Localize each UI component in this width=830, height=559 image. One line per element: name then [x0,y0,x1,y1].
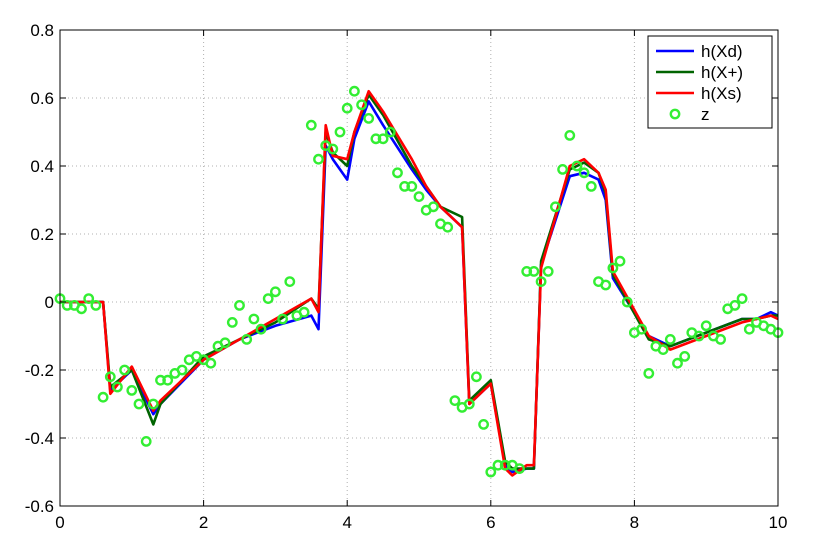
z-data-point [162,374,174,386]
y-tick-label: 0.2 [30,225,54,244]
y-tick-label: 0.8 [30,21,54,40]
z-data-point [535,276,547,287]
z-data-point [219,337,231,349]
z-data-point [557,163,568,175]
z-data-point [226,316,238,328]
z-data-point [392,167,403,179]
z-data-point [528,265,540,277]
z-data-point [384,126,396,138]
series-layer [54,85,784,478]
z-data-point [542,265,554,277]
z-data-point [743,323,755,335]
z-data-point [679,350,691,362]
z-data-point [715,333,726,345]
z-data-point [97,391,109,403]
x-tick-label: 8 [630,513,639,532]
z-data-point [241,333,253,345]
z-data-point [76,303,87,315]
z-data-point [636,323,647,335]
z-data-point [413,191,425,203]
z-data-point [277,313,288,325]
z-data-point [348,85,360,97]
legend-label: h(X+) [701,63,743,82]
z-data-point [284,276,296,287]
z-data-point [119,364,131,376]
z-data-point [700,320,712,332]
z-data-point [514,463,525,474]
y-tick-label: 0.4 [30,157,54,176]
legend: h(Xd) h(X+) h(Xs) z [647,35,773,129]
y-tick-label: 0 [45,293,54,312]
z-data-point [550,201,561,213]
z-data-point [442,221,454,233]
grid-lines [60,30,778,506]
z-data-point [499,459,511,471]
z-data-point [205,357,217,369]
z-data-point [736,293,748,304]
z-data-point [377,133,389,145]
x-tick-label: 6 [486,513,495,532]
z-data-point [578,167,590,179]
y-tick-label: -0.6 [25,497,54,516]
z-data-point [427,201,439,213]
z-data-point [140,435,152,447]
y-tick-label: -0.2 [25,361,54,380]
z-data-point [478,418,489,430]
z-data-point [614,255,626,267]
z-data-point [356,99,367,111]
z-data-point [693,330,705,342]
y-tick-label: 0.6 [30,89,54,108]
z-data-point [585,180,597,192]
z-data-point [313,153,324,165]
z-data-point [298,306,310,318]
z-data-point [83,293,95,304]
z-data-point [664,333,676,345]
x-tick-label: 0 [55,513,64,532]
z-data-point [255,323,267,335]
legend-swatch [669,108,681,120]
z-data-point [147,398,159,410]
z-data-point [341,102,353,114]
z-data-point [334,126,346,138]
z-data-point [248,313,260,325]
legend-label: z [701,105,710,124]
x-tick-label: 10 [769,513,788,532]
y-tick-label: -0.4 [25,429,54,448]
z-data-point [327,143,339,155]
z-data-point [564,129,576,141]
x-tick-label: 4 [342,513,351,532]
z-data-point [406,180,418,192]
z-data-point [729,299,741,311]
z-data-point [607,262,619,274]
z-data-point [672,357,683,369]
z-data-point [112,381,123,393]
z-data-point [363,113,375,124]
z-data-point [305,119,317,131]
z-data-point [126,384,138,396]
z-data-point [449,395,461,406]
z-data-point [621,296,633,308]
z-data-point [234,299,245,311]
plot-frame [59,29,779,507]
x-tick-label: 2 [199,513,208,532]
z-data-point [176,364,188,376]
z-data-point [600,279,612,291]
z-data-point [133,398,145,410]
axis-ticks: 0 2 4 6 8 10 -0.6 -0.4 -0.2 0 0.2 0.4 0.6 0.8 [25,21,788,532]
z-data-point [643,367,655,379]
z-data-point [657,344,669,355]
z-data-point [571,160,583,172]
z-data-point [470,371,482,383]
legend-label: h(Xs) [701,84,742,103]
z-data-point [90,299,102,311]
legend-label: h(Xd) [701,42,743,61]
z-data-point [463,398,475,410]
z-data-point [269,286,281,298]
z-data-point [485,466,497,478]
z-data-point [104,371,116,383]
z-data-point [262,293,274,304]
